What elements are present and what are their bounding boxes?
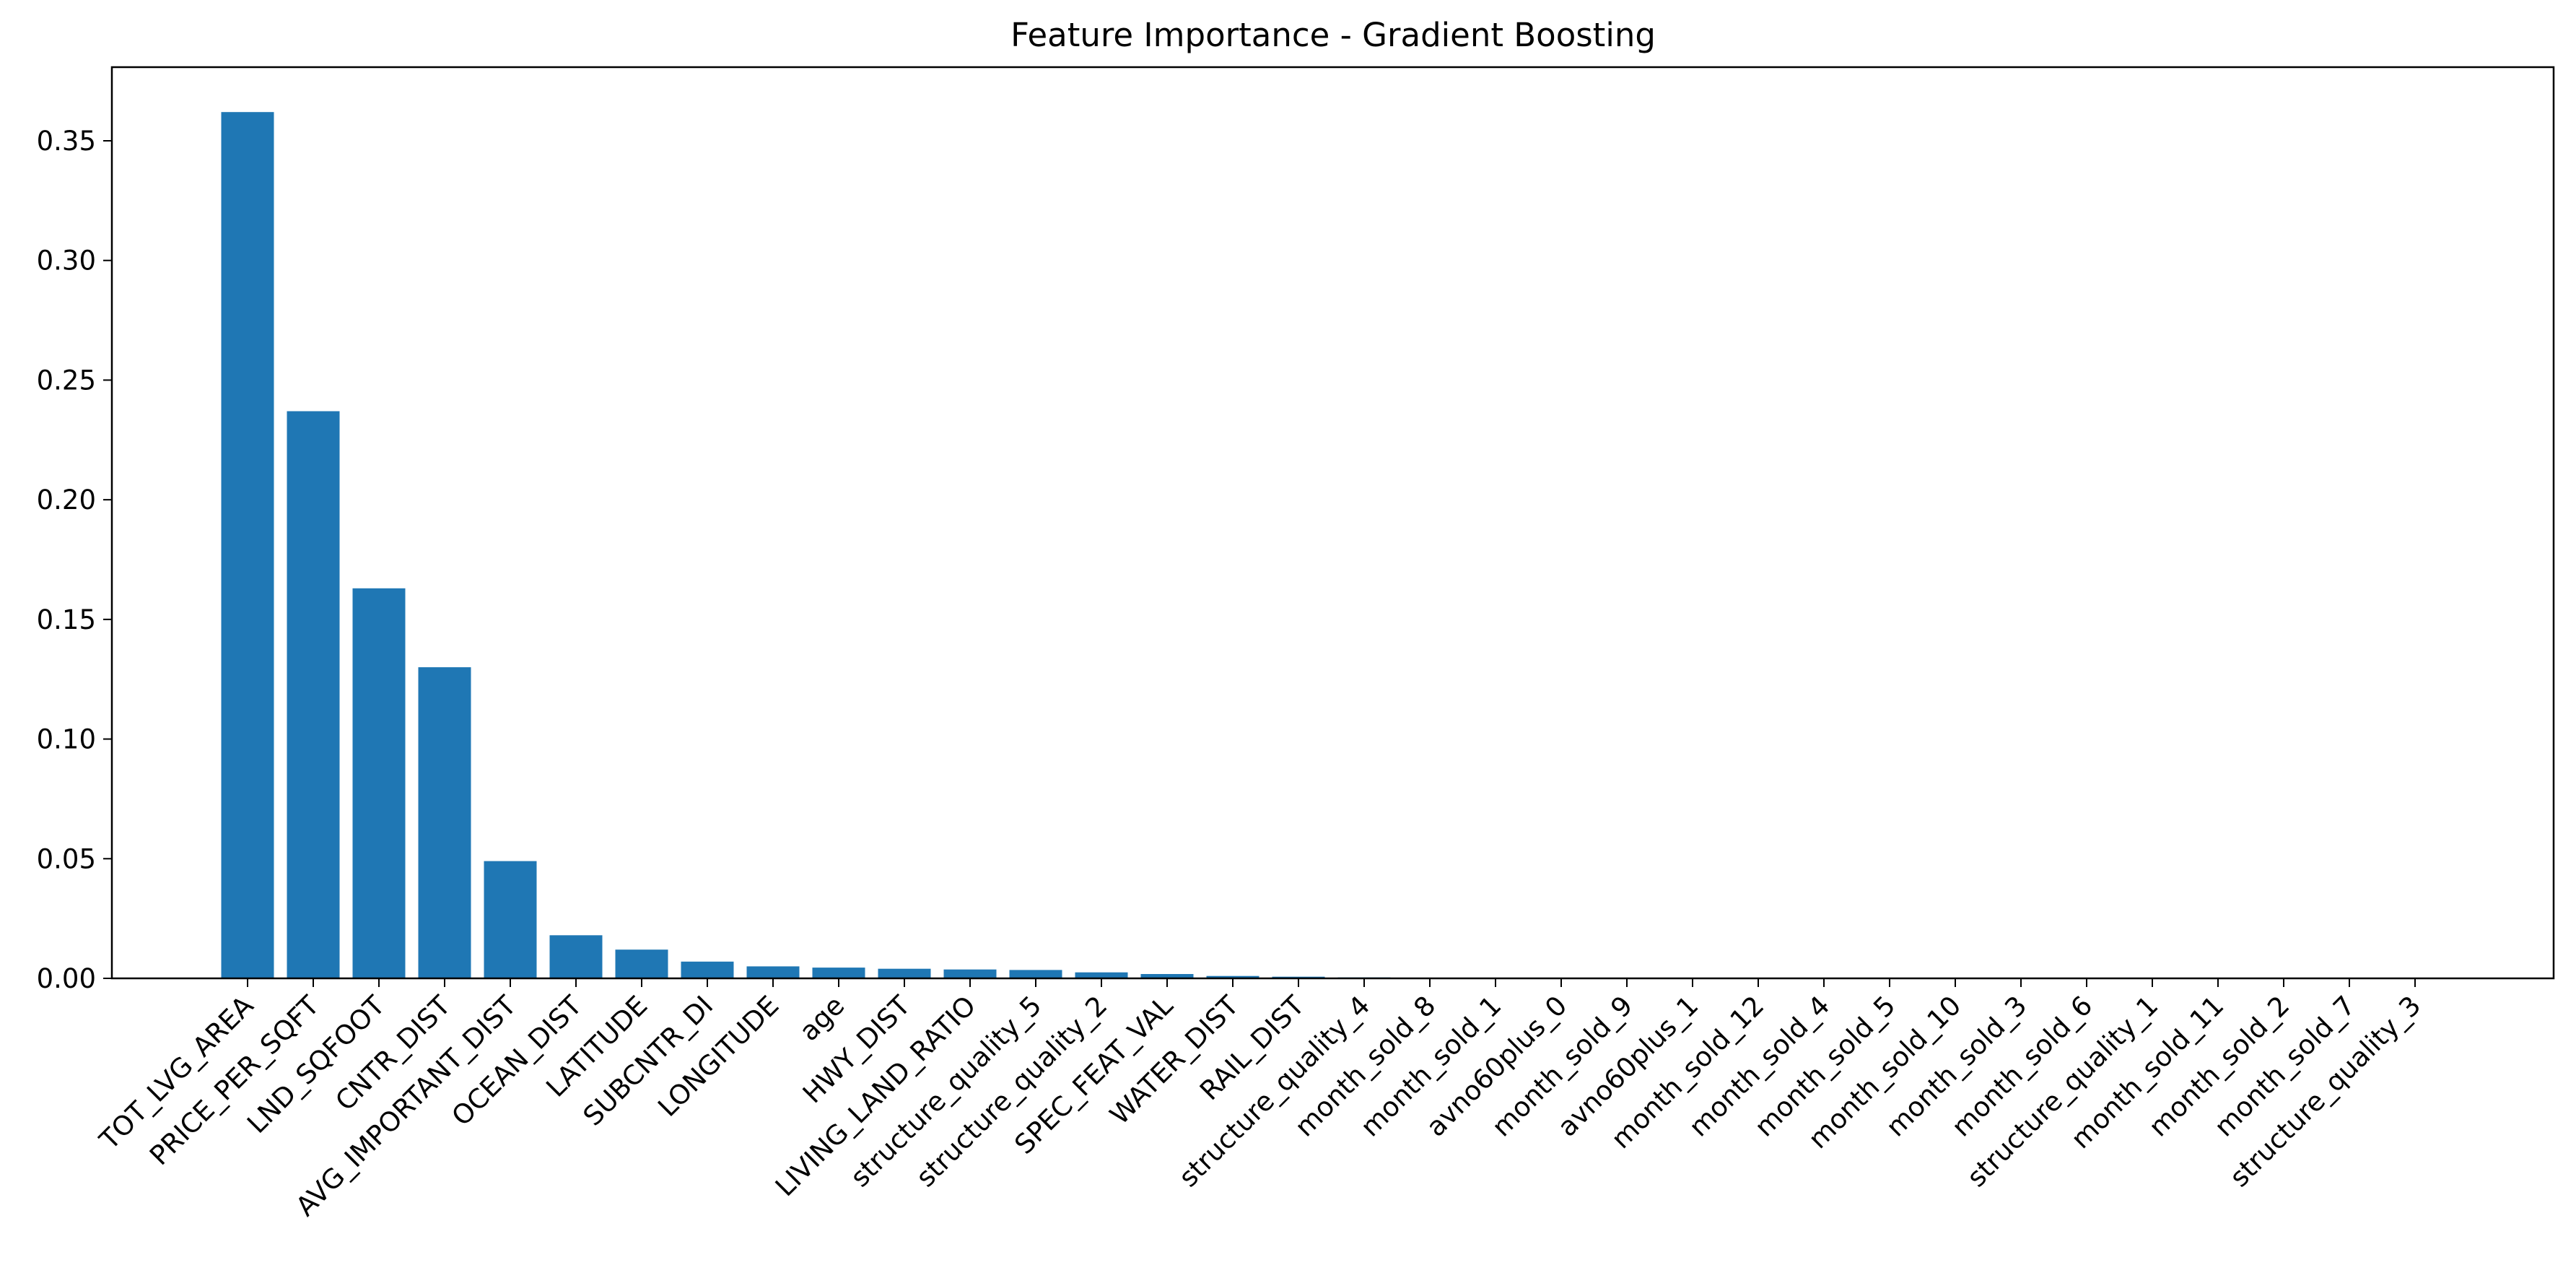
bar-age xyxy=(812,968,865,978)
y-tick-label: 0.25 xyxy=(37,365,96,396)
bar-structure_quality_5 xyxy=(1009,970,1062,978)
bar-PRICE_PER_SQFT xyxy=(287,411,340,978)
y-axis: 0.00 0.05 0.10 0.15 0.20 0.25 0.30 0.35 xyxy=(37,126,112,994)
bar-SUBCNTR_DI xyxy=(681,961,734,978)
bar-CNTR_DIST xyxy=(418,667,471,978)
bar-LND_SQFOOT xyxy=(352,588,406,978)
y-tick-label: 0.30 xyxy=(37,245,96,277)
bar-LIVING_LAND_RATIO xyxy=(943,969,997,978)
y-tick-label: 0.05 xyxy=(37,843,96,874)
plot-frame xyxy=(110,66,2555,980)
y-tick-label: 0.35 xyxy=(37,126,96,157)
bar-AVG_IMPORTANT_DIST xyxy=(484,861,537,978)
bar-WATER_DIST xyxy=(1206,975,1259,978)
bar-SPEC_FEAT_VAL xyxy=(1140,974,1194,978)
y-tick-label: 0.10 xyxy=(37,724,96,755)
y-tick-label: 0.00 xyxy=(37,963,96,994)
y-tick-label: 0.20 xyxy=(37,484,96,516)
bar-OCEAN_DIST xyxy=(549,935,603,978)
bars-group xyxy=(221,112,2310,979)
bar-LATITUDE xyxy=(615,949,668,978)
bar-HWY_DIST xyxy=(878,968,931,978)
chart-title: Feature Importance - Gradient Boosting xyxy=(1010,16,1656,54)
y-tick-label: 0.15 xyxy=(37,604,96,635)
bar-LONGITUDE xyxy=(746,966,800,978)
bar-structure_quality_2 xyxy=(1075,972,1128,978)
bar-TOT_LVG_AREA xyxy=(221,112,274,979)
